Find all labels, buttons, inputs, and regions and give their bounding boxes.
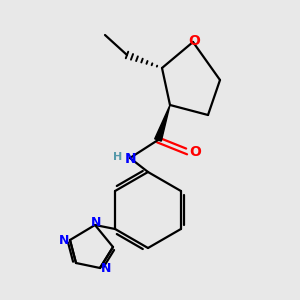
Text: N: N bbox=[59, 235, 69, 248]
Text: O: O bbox=[189, 145, 201, 159]
Text: H: H bbox=[113, 152, 123, 162]
Text: N: N bbox=[101, 262, 111, 275]
Polygon shape bbox=[155, 105, 170, 141]
Text: N: N bbox=[125, 152, 137, 166]
Text: N: N bbox=[91, 217, 101, 230]
Text: O: O bbox=[188, 34, 200, 48]
